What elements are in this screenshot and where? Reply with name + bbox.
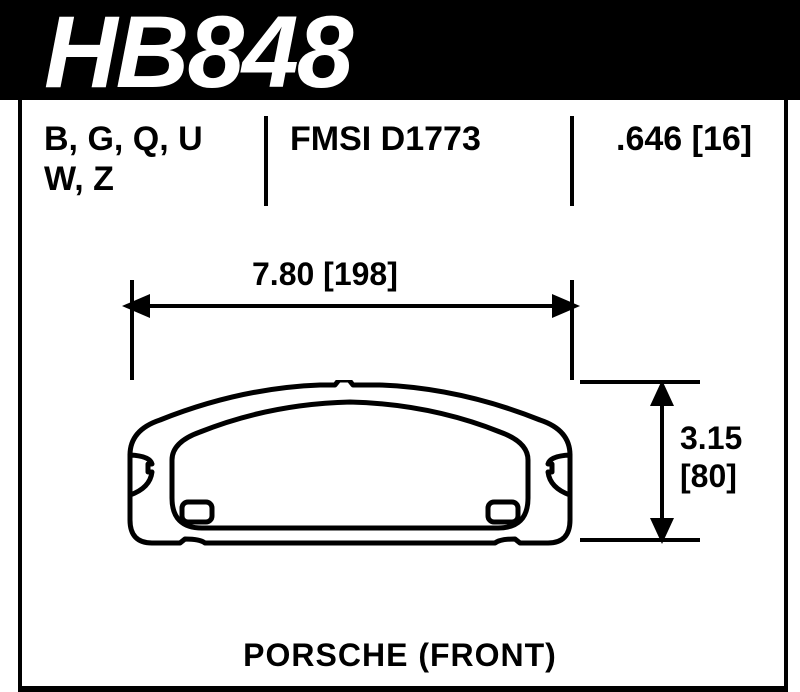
divider-2	[570, 116, 574, 206]
diagram-area: 7.80 [198] 3.15 [80]	[60, 280, 740, 600]
width-arrow-left-icon	[122, 294, 150, 318]
thickness-spec: .646 [16]	[616, 120, 752, 159]
width-dim-line	[130, 304, 570, 308]
height-label-inches: 3.15	[680, 420, 742, 457]
height-extent-top	[580, 380, 700, 384]
height-extent-bottom	[580, 538, 700, 542]
compounds-line-2: W, Z	[44, 160, 114, 199]
height-label-mm: [80]	[680, 458, 737, 495]
part-number: HB848	[44, 0, 352, 111]
compounds-line-1: B, G, Q, U	[44, 120, 203, 159]
spec-card: HB848 B, G, Q, U W, Z FMSI D1773 .646 [1…	[0, 0, 800, 692]
info-row: B, G, Q, U W, Z FMSI D1773 .646 [16]	[44, 120, 784, 220]
brake-pad-outline	[120, 380, 580, 560]
divider-1	[264, 116, 268, 206]
fmsi-code: FMSI D1773	[290, 120, 481, 159]
application-label: PORSCHE (FRONT)	[0, 637, 800, 674]
width-label: 7.80 [198]	[240, 256, 410, 293]
height-arrow-down-icon	[650, 518, 674, 544]
height-dim-line	[660, 386, 664, 536]
height-arrow-up-icon	[650, 380, 674, 406]
width-arrow-right-icon	[552, 294, 580, 318]
